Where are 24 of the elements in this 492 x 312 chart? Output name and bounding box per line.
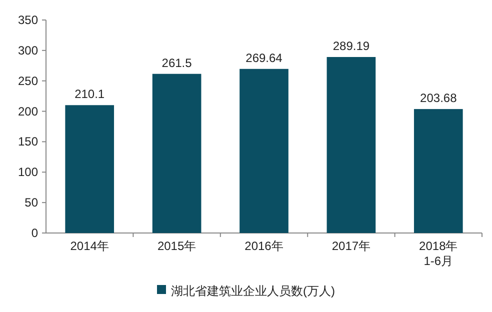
data-label: 203.68 [420, 91, 458, 106]
x-tick-label: 2017年 [332, 239, 371, 253]
y-tick-label: 0 [31, 226, 38, 240]
bar [65, 105, 114, 233]
y-tick-label: 150 [18, 134, 38, 149]
bar [152, 74, 202, 233]
x-tick-label: 2014年 [70, 239, 109, 253]
data-label: 261.5 [162, 56, 192, 70]
bar [240, 68, 288, 233]
y-tick-label: 250 [18, 74, 38, 88]
bar [414, 109, 463, 233]
y-tick-label: 100 [18, 165, 38, 180]
bar [326, 57, 376, 233]
legend-label: 湖北省建筑业企业人员数(万人) [171, 284, 335, 298]
data-label: 289.19 [332, 39, 370, 54]
x-tick-label: 2015年 [157, 239, 196, 253]
x-tick-label: 2018年 1-6月 [419, 239, 458, 268]
y-tick-label: 200 [18, 104, 38, 118]
y-tick-label: 300 [18, 43, 38, 58]
data-label: 269.64 [246, 50, 283, 65]
x-tick-label: 2016年 [244, 239, 284, 253]
y-tick-label: 50 [24, 196, 38, 210]
y-tick-label: 350 [18, 13, 38, 27]
data-label: 210.1 [74, 87, 105, 102]
